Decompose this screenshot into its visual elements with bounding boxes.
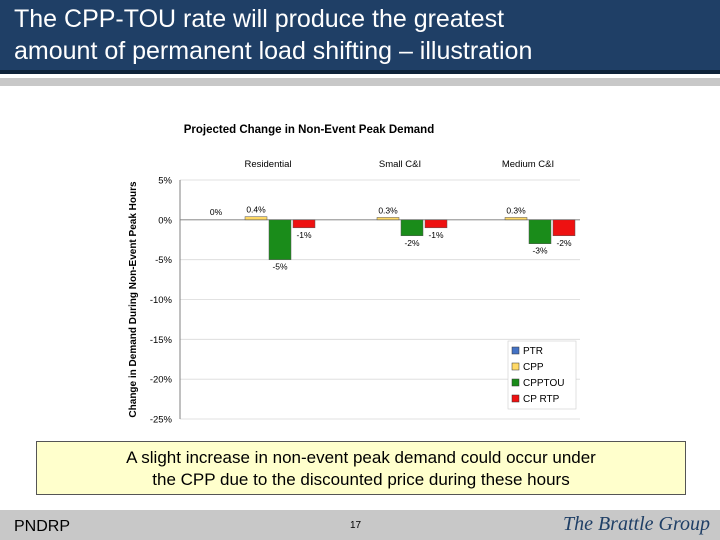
y-tick-label: -25% (150, 415, 173, 426)
data-label: -1% (428, 230, 444, 240)
bar (376, 217, 400, 221)
legend-box (507, 340, 577, 410)
y-axis-ticks: 5% 0% -5% -10% -15% -20% -25% (150, 176, 173, 426)
legend-label: PTR (523, 346, 543, 357)
bars (244, 216, 576, 260)
data-label: 0% (210, 207, 223, 217)
category-labels: Residential Small C&I Medium C&I (245, 159, 555, 170)
bar (400, 219, 424, 237)
legend-label: CPPTOU (523, 378, 565, 389)
data-label: -2% (556, 238, 572, 248)
bar (292, 219, 316, 229)
demand-change-chart: Projected Change in Non-Event Peak Deman… (128, 124, 580, 426)
y-tick-label: 0% (158, 215, 172, 226)
y-tick-label: -20% (150, 375, 173, 386)
legend-label: CP RTP (523, 394, 560, 405)
legend-swatch (511, 394, 520, 403)
legend-label: CPP (523, 362, 544, 373)
slide-title-line-2: amount of permanent load shifting – illu… (14, 37, 533, 65)
brattle-logo: The Brattle Group (562, 513, 710, 535)
legend-swatch (511, 346, 520, 355)
bar (552, 219, 576, 237)
callout-line-2: the CPP due to the discounted price duri… (152, 470, 570, 489)
legend-swatch (511, 378, 520, 387)
category-label: Medium C&I (502, 159, 554, 170)
bar (504, 217, 528, 221)
footer-bar: PNDRP 17 The Brattle Group (0, 510, 720, 540)
data-label: 0.3% (506, 205, 526, 215)
data-label: -5% (272, 262, 288, 272)
category-label: Small C&I (379, 159, 421, 170)
callout-line-1: A slight increase in non-event peak dema… (126, 448, 596, 467)
category-label: Residential (245, 159, 292, 170)
y-tick-label: -10% (150, 295, 173, 306)
y-tick-label: -5% (155, 255, 172, 266)
data-label: 0.4% (246, 205, 266, 215)
bar (424, 219, 448, 229)
data-labels: 0% 0.4% -5% -1% 0.3% -2% -1% 0.3% -3% -2% (210, 205, 572, 272)
bar (244, 216, 268, 221)
footer-project-name: PNDRP (14, 518, 71, 535)
bar (268, 219, 292, 260)
title-bar: The CPP-TOU rate will produce the greate… (0, 0, 720, 74)
y-tick-label: 5% (158, 176, 172, 187)
data-label: -1% (296, 230, 312, 240)
title-divider (0, 78, 720, 86)
data-label: -2% (404, 238, 420, 248)
slide-title-line-1: The CPP-TOU rate will produce the greate… (14, 5, 505, 33)
page-number: 17 (350, 520, 362, 531)
data-label: -3% (532, 246, 548, 256)
bar (528, 219, 552, 244)
y-tick-label: -15% (150, 335, 173, 346)
data-label: 0.3% (378, 205, 398, 215)
callout-box: A slight increase in non-event peak dema… (36, 441, 686, 495)
chart-title: Projected Change in Non-Event Peak Deman… (184, 124, 435, 136)
y-axis-label: Change in Demand During Non-Event Peak H… (128, 181, 139, 418)
chart-legend: PTR CPP CPPTOU CP RTP (507, 340, 577, 410)
legend-swatch (511, 362, 520, 371)
